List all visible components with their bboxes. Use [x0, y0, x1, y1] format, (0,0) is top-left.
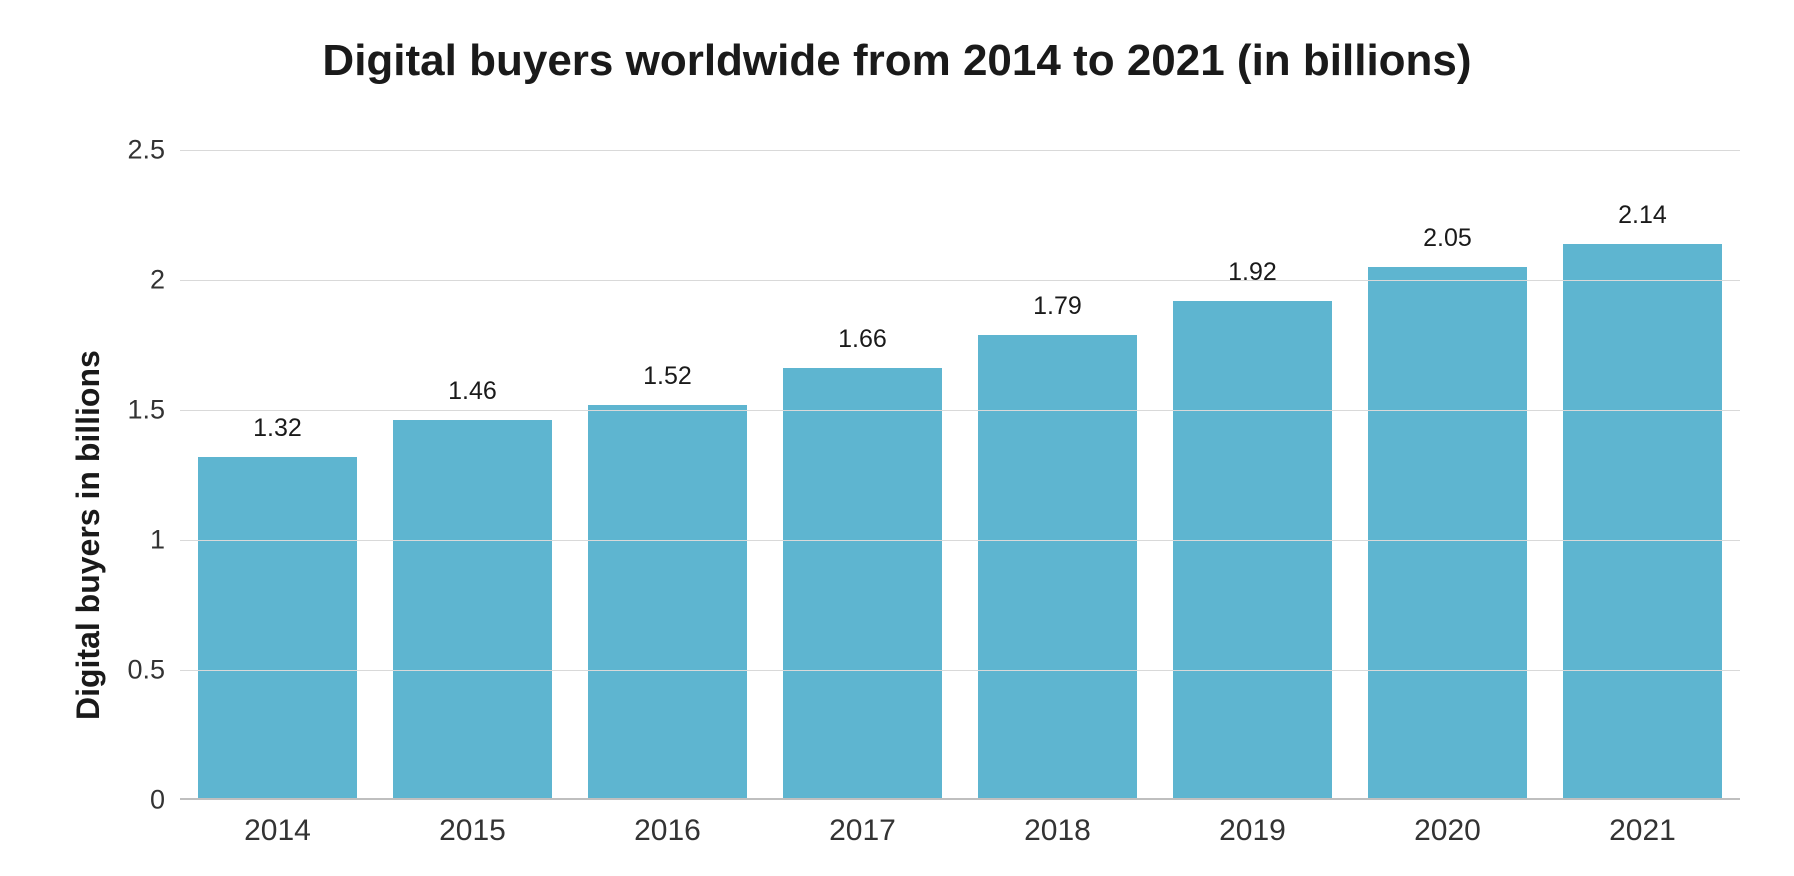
bar-slot: 1.922019 — [1155, 150, 1350, 800]
gridline — [180, 670, 1740, 671]
bar-slot: 2.142021 — [1545, 150, 1740, 800]
bar-value-label: 1.46 — [448, 377, 497, 406]
ytick-label: 0 — [100, 785, 165, 816]
plot-area: 1.3220141.4620151.5220161.6620171.792018… — [180, 150, 1740, 800]
bar: 1.46 — [393, 420, 553, 800]
ytick-label: 1.5 — [100, 395, 165, 426]
bar-slot: 2.052020 — [1350, 150, 1545, 800]
bar-slot: 1.792018 — [960, 150, 1155, 800]
gridline — [180, 150, 1740, 151]
bar-value-label: 1.66 — [838, 325, 887, 354]
bar-value-label: 1.32 — [253, 414, 302, 443]
chart-container: Digital buyers worldwide from 2014 to 20… — [0, 0, 1794, 876]
chart-title: Digital buyers worldwide from 2014 to 20… — [0, 36, 1794, 86]
xtick-label: 2016 — [634, 814, 701, 848]
bar: 2.05 — [1368, 267, 1528, 800]
bar-value-label: 1.79 — [1033, 292, 1082, 321]
bar-slot: 1.662017 — [765, 150, 960, 800]
x-axis-baseline — [180, 798, 1740, 800]
bar: 2.14 — [1563, 244, 1723, 800]
gridline — [180, 410, 1740, 411]
bar: 1.79 — [978, 335, 1138, 800]
bar: 1.52 — [588, 405, 748, 800]
bars-group: 1.3220141.4620151.5220161.6620171.792018… — [180, 150, 1740, 800]
bar: 1.92 — [1173, 301, 1333, 800]
bar-value-label: 1.92 — [1228, 258, 1277, 287]
ytick-label: 2 — [100, 265, 165, 296]
bar-slot: 1.462015 — [375, 150, 570, 800]
bar-slot: 1.322014 — [180, 150, 375, 800]
bar-value-label: 2.14 — [1618, 201, 1667, 230]
xtick-label: 2021 — [1609, 814, 1676, 848]
bar-value-label: 1.52 — [643, 362, 692, 391]
gridline — [180, 540, 1740, 541]
xtick-label: 2015 — [439, 814, 506, 848]
bar-slot: 1.522016 — [570, 150, 765, 800]
bar-value-label: 2.05 — [1423, 224, 1472, 253]
bar: 1.32 — [198, 457, 358, 800]
bar: 1.66 — [783, 368, 943, 800]
ytick-label: 1 — [100, 525, 165, 556]
xtick-label: 2017 — [829, 814, 896, 848]
ytick-label: 2.5 — [100, 135, 165, 166]
xtick-label: 2019 — [1219, 814, 1286, 848]
xtick-label: 2014 — [244, 814, 311, 848]
xtick-label: 2018 — [1024, 814, 1091, 848]
xtick-label: 2020 — [1414, 814, 1481, 848]
gridline — [180, 280, 1740, 281]
ytick-label: 0.5 — [100, 655, 165, 686]
